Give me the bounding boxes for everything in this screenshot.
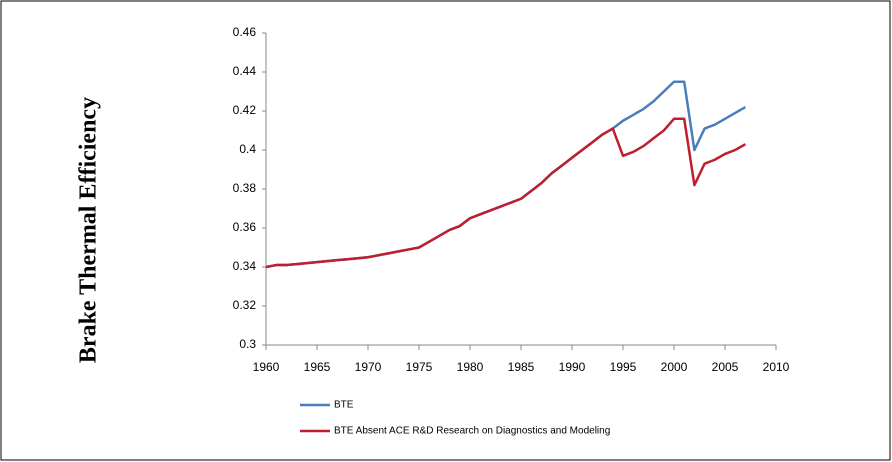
legend-label: BTE: [334, 400, 354, 411]
legend-label: BTE Absent ACE R&D Research on Diagnosti…: [334, 426, 610, 437]
x-tick-label: 1980: [457, 360, 484, 374]
series-line: [265, 117, 747, 269]
y-tick-label: 0.42: [233, 103, 257, 117]
x-tick-label: 1995: [610, 360, 637, 374]
x-tick-label: 1975: [406, 360, 433, 374]
y-tick-label: 0.38: [233, 181, 257, 195]
y-tick-label: 0.3: [239, 337, 256, 351]
y-tick-label: 0.34: [233, 259, 257, 273]
x-tick-label: 2005: [712, 360, 739, 374]
y-axis-label: Brake Thermal Efficiency: [76, 97, 102, 363]
x-tick-label: 2000: [661, 360, 688, 374]
y-tick-label: 0.32: [233, 298, 257, 312]
x-tick-label: 1970: [355, 360, 382, 374]
x-tick-label: 1960: [253, 360, 280, 374]
series-line: [265, 80, 747, 269]
x-tick-label: 2010: [763, 360, 790, 374]
y-tick-label: 0.46: [233, 25, 257, 39]
y-tick-label: 0.44: [233, 64, 257, 78]
x-tick-label: 1990: [559, 360, 586, 374]
y-tick-label: 0.36: [233, 220, 257, 234]
y-tick-label: 0.4: [239, 142, 256, 156]
x-tick-label: 1985: [508, 360, 535, 374]
x-tick-label: 1965: [304, 360, 331, 374]
